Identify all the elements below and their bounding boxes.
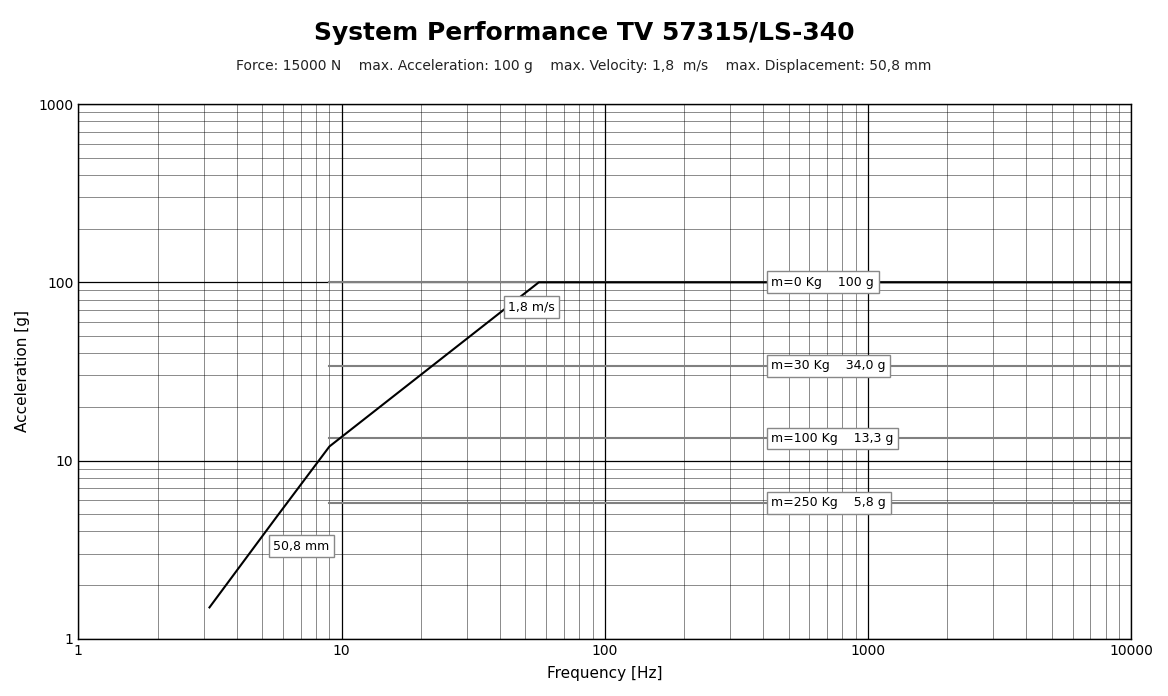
- Text: Force: 15000 N    max. Acceleration: 100 g    max. Velocity: 1,8  m/s    max. Di: Force: 15000 N max. Acceleration: 100 g …: [236, 59, 932, 73]
- Text: 1,8 m/s: 1,8 m/s: [508, 300, 555, 313]
- Text: m=0 Kg    100 g: m=0 Kg 100 g: [771, 276, 874, 289]
- Text: 50,8 mm: 50,8 mm: [273, 540, 329, 553]
- X-axis label: Frequency [Hz]: Frequency [Hz]: [547, 666, 662, 681]
- Text: m=30 Kg    34,0 g: m=30 Kg 34,0 g: [771, 359, 885, 372]
- Y-axis label: Acceleration [g]: Acceleration [g]: [15, 310, 30, 432]
- Text: m=250 Kg    5,8 g: m=250 Kg 5,8 g: [771, 496, 887, 509]
- Text: System Performance TV 57315/LS-340: System Performance TV 57315/LS-340: [314, 21, 854, 45]
- Text: m=100 Kg    13,3 g: m=100 Kg 13,3 g: [771, 432, 894, 445]
